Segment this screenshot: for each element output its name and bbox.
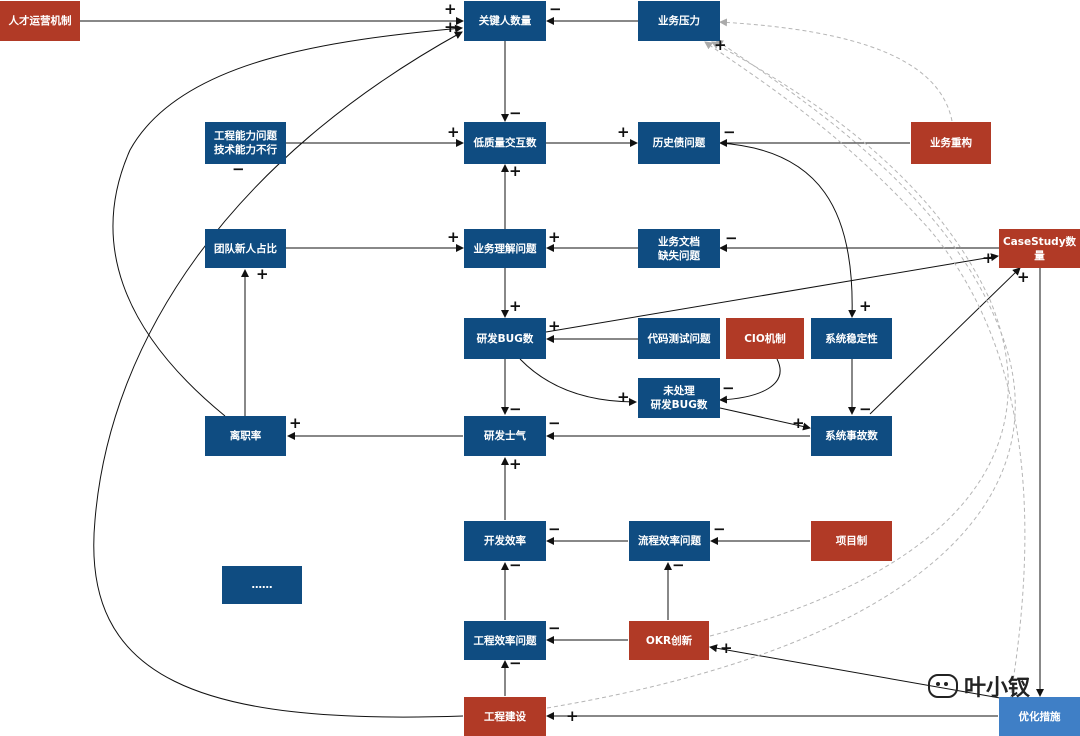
watermark: 叶小钗 — [928, 670, 1030, 702]
node-eng-construction[interactable]: 工程建设 — [464, 697, 546, 736]
sign-minus: − — [548, 619, 561, 637]
node-team-new-ratio[interactable]: 团队新人占比 — [205, 229, 286, 268]
sign-plus: + — [714, 36, 727, 54]
node-tech-debt[interactable]: 历史债问题 — [638, 122, 720, 164]
node-low-quality[interactable]: 低质量交互数 — [464, 122, 546, 164]
node-business-understanding[interactable]: 业务理解问题 — [464, 229, 546, 268]
node-key-people[interactable]: 关键人数量 — [464, 1, 546, 41]
edge-bugs-unresolved — [519, 358, 637, 406]
sign-minus: − — [548, 414, 561, 432]
node-optimize[interactable]: 优化措施 — [999, 697, 1080, 736]
sign-plus: + — [566, 707, 579, 725]
sign-minus: − — [509, 400, 522, 418]
sign-plus: + — [447, 123, 460, 141]
edge-techdebt-stability — [719, 142, 857, 318]
sign-minus: − — [859, 400, 872, 418]
edge-restructure-pressure-dashed — [719, 18, 953, 122]
node-incidents[interactable]: 系统事故数 — [811, 416, 892, 456]
node-casestudy[interactable]: CaseStudy数量 — [999, 229, 1080, 268]
sign-plus: + — [617, 388, 630, 406]
sign-plus: + — [509, 297, 522, 315]
sign-plus: + — [444, 0, 457, 18]
node-business-docs[interactable]: 业务文档 缺失问题 — [638, 229, 720, 268]
node-project-system[interactable]: 项目制 — [811, 521, 892, 561]
node-okr[interactable]: OKR创新 — [629, 621, 709, 660]
sign-plus: + — [617, 123, 630, 141]
sign-plus: + — [548, 228, 561, 246]
sign-plus: + — [792, 414, 805, 432]
sign-plus: + — [982, 249, 995, 267]
sign-minus: − — [509, 556, 522, 574]
sign-minus: − — [723, 123, 736, 141]
node-eng-efficiency[interactable]: 工程效率问题 — [464, 621, 546, 660]
sign-minus: − — [722, 379, 735, 397]
sign-minus: − — [548, 520, 561, 538]
node-more[interactable]: …… — [222, 566, 302, 604]
sign-minus: − — [713, 520, 726, 538]
node-eng-capability[interactable]: 工程能力问题 技术能力不行 — [205, 122, 286, 164]
edge-okr-pressure-dashed — [709, 41, 1009, 637]
edge-incidents-casestudy — [869, 267, 1021, 415]
node-dev-efficiency[interactable]: 开发效率 — [464, 521, 546, 561]
node-unresolved-bugs[interactable]: 未处理 研发BUG数 — [638, 378, 720, 418]
wechat-icon — [928, 674, 958, 698]
edge-unresolved-incidents — [719, 407, 811, 431]
sign-minus: − — [672, 556, 685, 574]
sign-plus: + — [509, 162, 522, 180]
sign-minus: − — [232, 160, 245, 178]
sign-plus: + — [1017, 268, 1030, 286]
sign-plus: + — [256, 265, 269, 283]
sign-plus: + — [548, 317, 561, 335]
sign-plus: + — [289, 414, 302, 432]
sign-plus: + — [447, 228, 460, 246]
node-code-test[interactable]: 代码测试问题 — [638, 318, 720, 359]
sign-plus: + — [859, 297, 872, 315]
node-morale[interactable]: 研发士气 — [464, 416, 546, 456]
watermark-text: 叶小钗 — [964, 676, 1031, 701]
edge-optimize-pressure-dashed — [704, 41, 1026, 701]
sign-minus: − — [549, 0, 562, 18]
sign-plus: + — [444, 18, 457, 36]
sign-minus: − — [509, 104, 522, 122]
node-dev-bugs[interactable]: 研发BUG数 — [464, 318, 546, 359]
node-cio[interactable]: CIO机制 — [726, 318, 804, 359]
sign-minus: − — [509, 654, 522, 672]
edge-turnover-keypeople — [112, 24, 463, 417]
edge-construction-pressure-dashed — [546, 39, 1016, 709]
node-restructure[interactable]: 业务重构 — [911, 122, 991, 164]
sign-plus: + — [720, 639, 733, 657]
node-process-efficiency[interactable]: 流程效率问题 — [629, 521, 710, 561]
node-stability[interactable]: 系统稳定性 — [811, 318, 892, 359]
sign-minus: − — [725, 229, 738, 247]
edge-bugs-casestudy — [545, 253, 999, 333]
sign-plus: + — [509, 455, 522, 473]
node-talent-mechanism[interactable]: 人才运营机制 — [0, 1, 80, 41]
node-turnover[interactable]: 离职率 — [205, 416, 286, 456]
edge-cio-unresolved — [719, 358, 781, 404]
node-business-pressure[interactable]: 业务压力 — [638, 1, 720, 41]
